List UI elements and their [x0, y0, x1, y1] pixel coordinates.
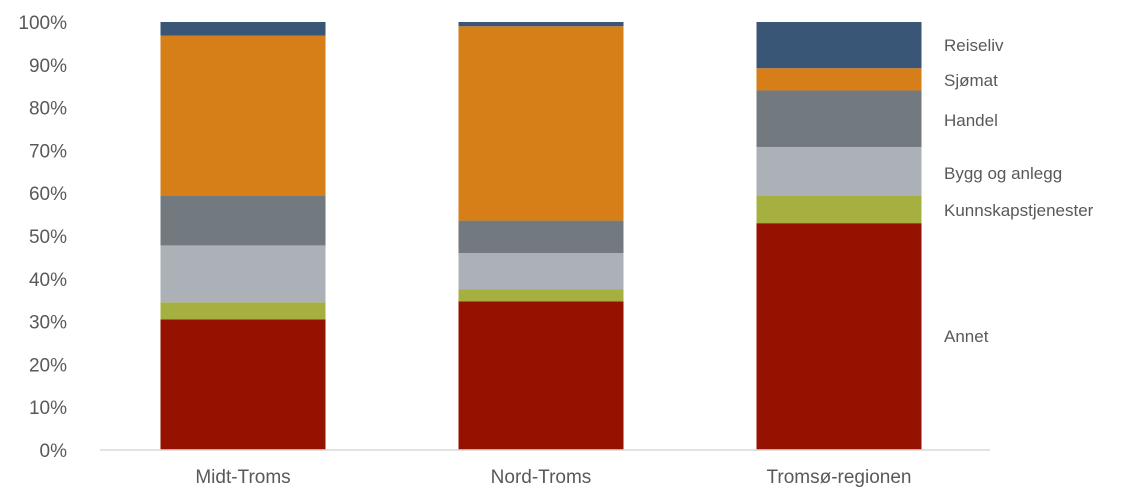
bar-stack — [756, 22, 922, 450]
bar-segment — [458, 220, 624, 254]
y-tick-label: 10% — [29, 398, 67, 419]
bar-segment — [756, 90, 922, 147]
legend-label: Reiseliv — [944, 36, 1004, 55]
bar-segment — [458, 22, 624, 27]
legend-label: Sjømat — [944, 71, 998, 90]
y-tick-label: 50% — [29, 227, 67, 248]
bar-segment — [160, 22, 326, 36]
bar-segment — [160, 245, 326, 303]
bar-segment — [160, 302, 326, 320]
legend-label: Handel — [944, 111, 998, 130]
y-tick-label: 30% — [29, 313, 67, 334]
bar-segment — [756, 146, 922, 196]
bar-segment — [160, 319, 326, 450]
x-category-label: Nord-Troms — [491, 467, 592, 488]
y-tick-label: 40% — [29, 270, 67, 291]
y-tick-label: 0% — [40, 441, 68, 462]
legend-label: Bygg og anlegg — [944, 164, 1062, 183]
bar-segment — [756, 68, 922, 91]
y-tick-label: 70% — [29, 141, 67, 162]
x-category-label: Midt-Troms — [195, 467, 290, 488]
x-axis-labels: Midt-Troms Nord-Troms Tromsø-regionen — [195, 467, 911, 488]
bar-segment — [756, 22, 922, 69]
bars — [160, 22, 922, 450]
bar-segment — [160, 35, 326, 196]
bar-segment — [458, 301, 624, 450]
bar-stack — [160, 22, 326, 450]
bar-segment — [160, 195, 326, 246]
legend-label: Annet — [944, 327, 989, 346]
y-tick-label: 20% — [29, 355, 67, 376]
bar-segment — [458, 253, 624, 290]
legend: Annet Kunnskapstjenester Bygg og anlegg Han… — [944, 36, 1094, 346]
y-tick-label: 90% — [29, 56, 67, 77]
x-category-label: Tromsø-regionen — [766, 467, 911, 488]
y-tick-label: 60% — [29, 184, 67, 205]
bar-segment — [458, 289, 624, 302]
y-tick-label: 80% — [29, 99, 67, 120]
y-axis: 0% 10% 20% 30% 40% 50% 60% 70% 80% 90% 100% — [18, 13, 67, 462]
bar-stack — [458, 22, 624, 450]
legend-label: Kunnskapstjenester — [944, 201, 1094, 220]
y-tick-label: 100% — [18, 13, 67, 34]
bar-segment — [458, 26, 624, 221]
bar-segment — [756, 195, 922, 224]
bar-segment — [756, 223, 922, 450]
